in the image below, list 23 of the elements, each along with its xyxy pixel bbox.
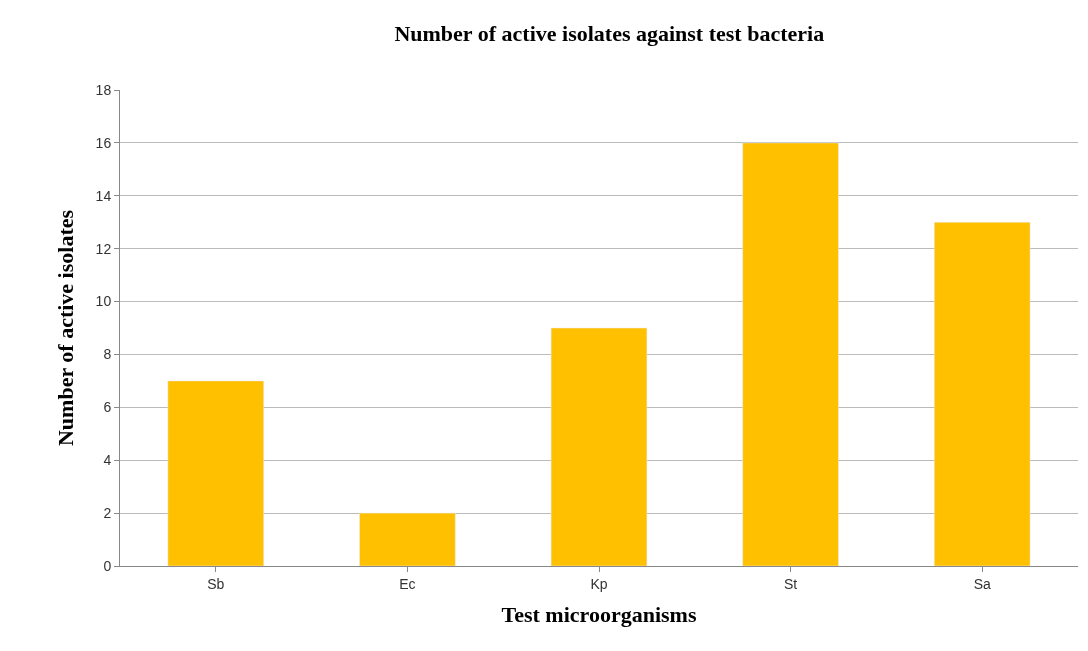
bar <box>550 327 648 566</box>
y-tick-label: 16 <box>95 134 112 151</box>
y-tick-label: 0 <box>103 557 112 574</box>
x-tick-label: Kp <box>590 575 608 592</box>
x-axis-title: Test microorganisms <box>501 601 697 627</box>
y-tick-label: 6 <box>103 399 112 416</box>
y-tick-label: 4 <box>103 452 112 469</box>
y-tick-label: 10 <box>95 293 112 310</box>
y-tick-label: 14 <box>95 187 112 204</box>
y-tick-label: 18 <box>95 81 112 98</box>
y-tick-label: 2 <box>103 505 112 522</box>
bar <box>934 221 1031 566</box>
x-tick-label: Sb <box>207 575 225 592</box>
bar <box>167 380 264 566</box>
bar <box>359 512 456 566</box>
y-tick-label: 12 <box>95 240 112 257</box>
x-tick-label: Ec <box>399 575 416 592</box>
y-tick-label: 8 <box>103 346 112 363</box>
x-tick-label: St <box>783 575 798 592</box>
y-axis-title: Number of active isolates <box>53 209 79 447</box>
bar <box>742 142 839 566</box>
chart-title: Number of active isolates against test bacteria <box>394 21 825 47</box>
x-tick-label: Sa <box>973 575 991 592</box>
